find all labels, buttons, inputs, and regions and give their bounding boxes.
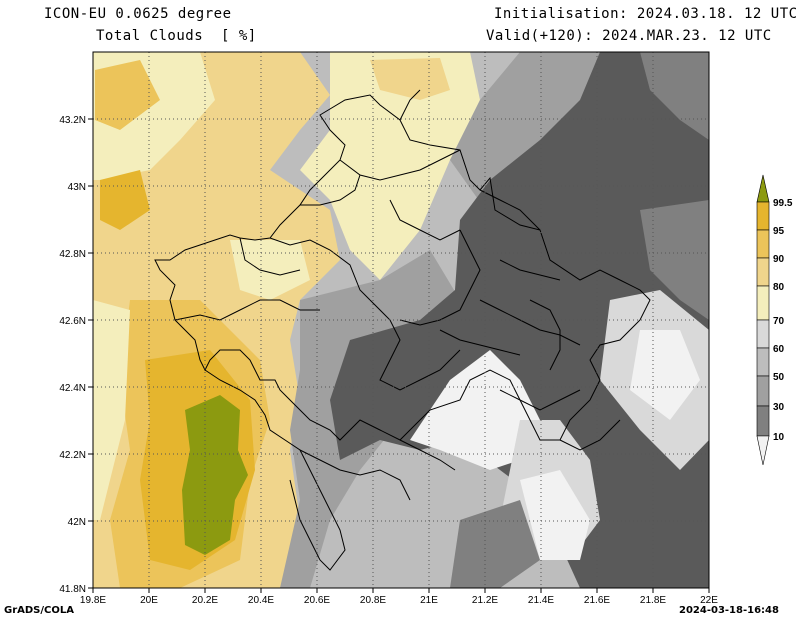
lat-label: 41.8N [59,584,86,595]
lat-lon-grid [93,52,709,588]
colorbar-labels: 99.5 95 90 80 70 60 50 30 10 [773,198,793,443]
field-title: Total Clouds [ %] [96,28,257,44]
colorbar-top-arrow [756,174,770,203]
colorbar-label: 95 [773,226,785,237]
initialisation-time: Initialisation: 2024.03.18. 12 UTC [494,6,798,22]
lat-label: 43.2N [59,115,86,126]
lon-label: 20.8E [360,595,386,606]
colorbar-label: 70 [773,316,785,327]
lon-label: 20E [140,595,158,606]
lon-label: 21.8E [640,595,666,606]
colorbar-label: 30 [773,402,785,413]
lat-labels: 43.2N 43N 42.8N 42.6N 42.4N 42.2N 42N 41… [59,115,86,595]
colorbar-label: 99.5 [773,198,793,209]
lon-label: 20.4E [248,595,274,606]
lat-label: 42N [68,517,86,528]
lon-labels: 19.8E 20E 20.2E 20.4E 20.6E 20.8E 21E 21… [80,595,718,606]
region-borders [154,89,651,571]
lat-label: 42.6N [59,316,86,327]
lon-label: 21.6E [584,595,610,606]
lat-label: 43N [68,182,86,193]
lat-label: 42.8N [59,249,86,260]
lon-label: 20.6E [304,595,330,606]
colorbar-label: 10 [773,432,785,443]
colorbar-bottom-arrow [756,435,770,466]
colorbar-label: 90 [773,254,785,265]
colorbar-label: 60 [773,344,785,355]
render-timestamp: 2024-03-18-16:48 [679,605,779,616]
lon-label: 19.8E [80,595,106,606]
colorbar-label: 50 [773,372,785,383]
credit-grads: GrADS/COLA [4,605,74,616]
lon-label: 20.2E [192,595,218,606]
colorbar-label: 80 [773,282,785,293]
lat-label: 42.2N [59,450,86,461]
colorbar [756,174,770,466]
valid-time: Valid(+120): 2024.MAR.23. 12 UTC [486,28,772,44]
lat-label: 42.4N [59,383,86,394]
lon-label: 22E [700,595,718,606]
map-title: ICON-EU 0.0625 degree [44,6,232,22]
axis-ticks [88,118,710,593]
lon-label: 21.2E [472,595,498,606]
lon-label: 21E [420,595,438,606]
lon-label: 21.4E [528,595,554,606]
